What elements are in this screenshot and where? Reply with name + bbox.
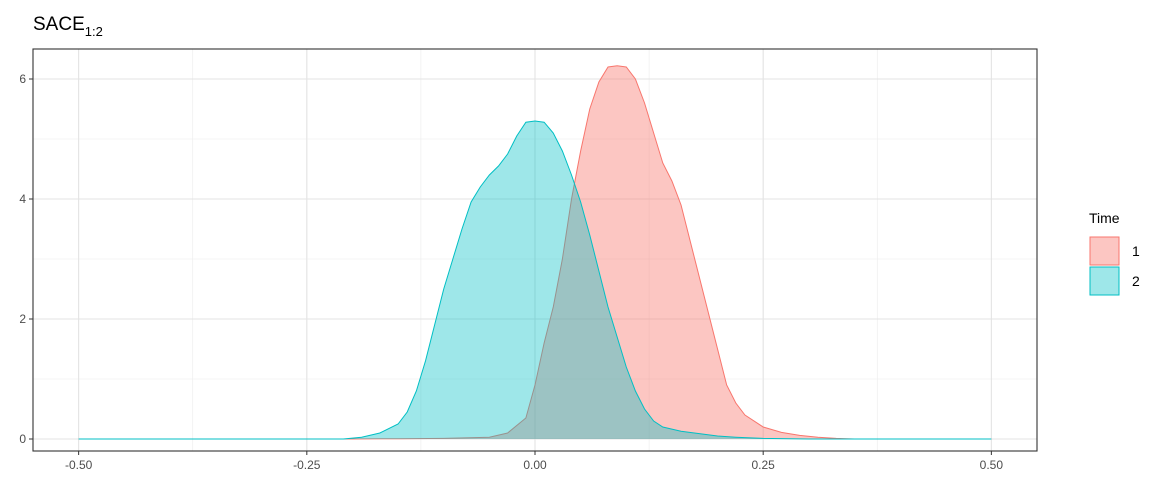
density-outline-time-1: [78, 65, 992, 440]
density-outline-time-2: [78, 120, 992, 440]
legend-label-time-2: 2: [1132, 273, 1140, 289]
x-tick-label: 0.50: [980, 458, 1004, 472]
y-tick-label: 0: [19, 432, 26, 446]
legend-label-time-1: 1: [1132, 243, 1140, 259]
y-tick-label: 2: [19, 312, 26, 326]
density-area-time-2: [78, 121, 992, 439]
legend-key-time-1: [1089, 236, 1120, 266]
legend: Time 1 2: [1089, 210, 1140, 296]
chart-title: SACE1:2: [33, 14, 103, 39]
y-tick-label: 4: [19, 192, 26, 206]
chart-title-subscript: 1:2: [85, 24, 103, 39]
x-tick-label: 0.00: [523, 458, 547, 472]
x-axis: -0.50 -0.25 0.00 0.25 0.50: [65, 451, 1003, 472]
x-tick-label: -0.50: [65, 458, 93, 472]
y-axis: 0 2 4 6: [19, 72, 33, 446]
legend-key-time-2: [1089, 266, 1120, 296]
y-tick-label: 6: [19, 72, 26, 86]
density-areas: [78, 65, 992, 440]
x-tick-label: 0.25: [752, 458, 776, 472]
legend-title: Time: [1089, 210, 1120, 226]
chart-title-main: SACE: [33, 14, 85, 35]
x-tick-label: -0.25: [293, 458, 321, 472]
